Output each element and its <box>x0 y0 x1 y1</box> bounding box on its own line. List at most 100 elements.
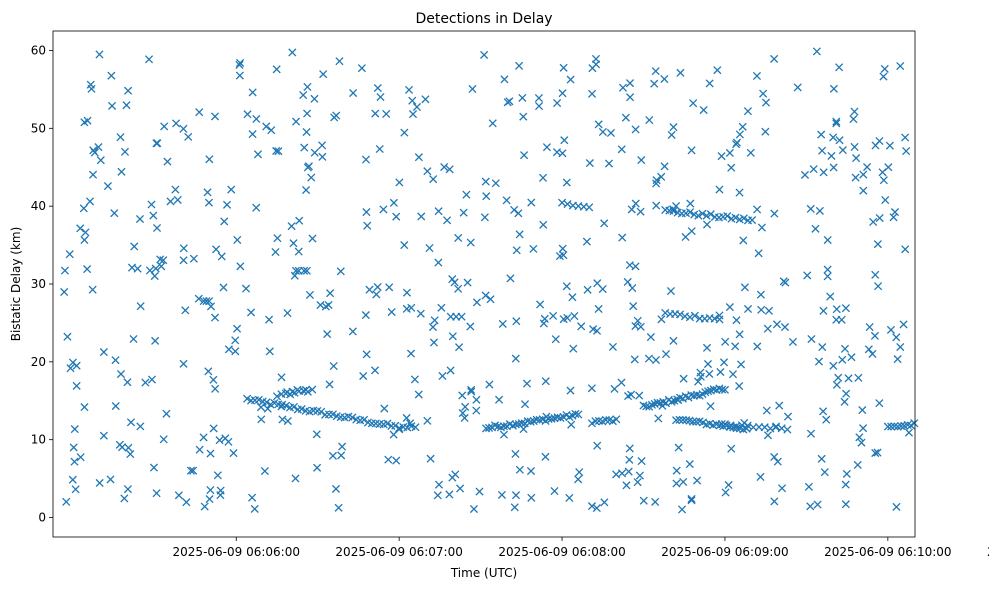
detection-point <box>724 480 733 490</box>
detection-point <box>591 417 600 426</box>
detection-point <box>582 237 591 246</box>
detection-point <box>408 110 418 119</box>
detection-point <box>652 201 661 210</box>
detection-point <box>818 343 827 352</box>
detection-point <box>515 61 524 70</box>
detection-point <box>811 224 820 233</box>
detection-point <box>526 466 536 476</box>
detection-point <box>331 484 341 493</box>
detection-point <box>425 243 434 253</box>
detection-point <box>206 302 216 311</box>
detection-point <box>392 456 401 465</box>
detection-point <box>626 93 635 102</box>
detection-point <box>152 489 161 498</box>
detection-point <box>635 471 644 480</box>
detection-point <box>850 142 859 152</box>
detection-point <box>323 330 332 339</box>
detection-point <box>488 119 497 128</box>
detection-point <box>896 422 906 431</box>
detection-point <box>559 315 568 324</box>
detection-point <box>379 205 388 214</box>
detection-point <box>291 117 301 126</box>
detection-point <box>518 93 527 102</box>
detection-point <box>362 350 371 359</box>
detection-point <box>685 460 694 469</box>
detection-point <box>838 355 847 364</box>
detection-point <box>813 500 822 509</box>
detection-point <box>735 130 744 139</box>
detection-point <box>272 146 281 156</box>
detection-point <box>851 173 860 182</box>
detection-point <box>654 414 663 423</box>
detection-point <box>72 361 81 370</box>
detection-point <box>529 244 538 253</box>
detection-point <box>83 116 92 125</box>
detection-point <box>858 406 867 415</box>
detection-point <box>389 430 398 439</box>
detection-point <box>651 497 660 506</box>
detection-point <box>429 175 438 184</box>
detection-point <box>96 156 105 165</box>
detection-point <box>88 170 98 179</box>
detection-point <box>541 452 550 461</box>
y-axis-title: Bistatic Delay (km) <box>9 227 23 342</box>
detection-point <box>752 71 762 81</box>
detection-point <box>763 324 772 333</box>
detection-point <box>205 297 214 306</box>
detection-point <box>400 241 409 250</box>
detection-point <box>731 213 740 222</box>
detection-point <box>652 179 661 188</box>
detection-point <box>348 413 357 422</box>
detection-point <box>328 410 337 419</box>
data-markers <box>60 47 919 514</box>
detection-point <box>88 285 97 294</box>
detection-point <box>542 412 551 421</box>
detection-point <box>219 283 228 292</box>
detection-point <box>669 336 678 345</box>
detection-point <box>500 75 509 84</box>
detection-point <box>873 240 882 249</box>
detection-point <box>277 402 286 411</box>
detection-point <box>832 117 841 126</box>
detection-point <box>283 309 292 318</box>
x-axis-title: Time (UTC) <box>450 566 517 580</box>
detection-point <box>753 342 762 351</box>
detection-point <box>291 474 300 483</box>
detection-point <box>698 209 707 218</box>
detection-point <box>687 494 696 503</box>
detection-point <box>890 422 899 431</box>
detection-point <box>301 385 311 394</box>
detection-point <box>263 404 272 413</box>
detection-point <box>757 305 766 314</box>
detection-point <box>307 173 316 182</box>
detection-point <box>461 402 470 411</box>
detection-point <box>310 94 319 103</box>
detection-point <box>879 72 888 81</box>
detection-point <box>460 413 469 423</box>
detection-point <box>308 385 317 394</box>
detection-point <box>703 359 713 369</box>
detection-point <box>685 313 694 322</box>
detection-point <box>216 491 225 500</box>
detection-point <box>434 207 443 216</box>
detection-point <box>359 371 368 381</box>
detection-point <box>761 98 771 107</box>
detection-point <box>660 162 669 171</box>
detection-point <box>592 504 601 513</box>
detection-point <box>60 287 69 297</box>
detection-point <box>376 92 385 102</box>
detection-point <box>80 235 89 245</box>
detection-point <box>76 224 85 233</box>
detection-point <box>136 302 145 311</box>
detection-point <box>902 147 911 156</box>
detection-point <box>246 308 256 317</box>
detection-point <box>677 505 687 514</box>
detection-point <box>803 271 812 280</box>
detection-point <box>179 256 188 265</box>
detection-point <box>689 99 698 108</box>
detection-point <box>716 367 725 377</box>
detection-point <box>257 415 266 424</box>
detection-point <box>312 430 321 439</box>
detection-point <box>414 390 423 399</box>
detection-point <box>481 291 490 300</box>
